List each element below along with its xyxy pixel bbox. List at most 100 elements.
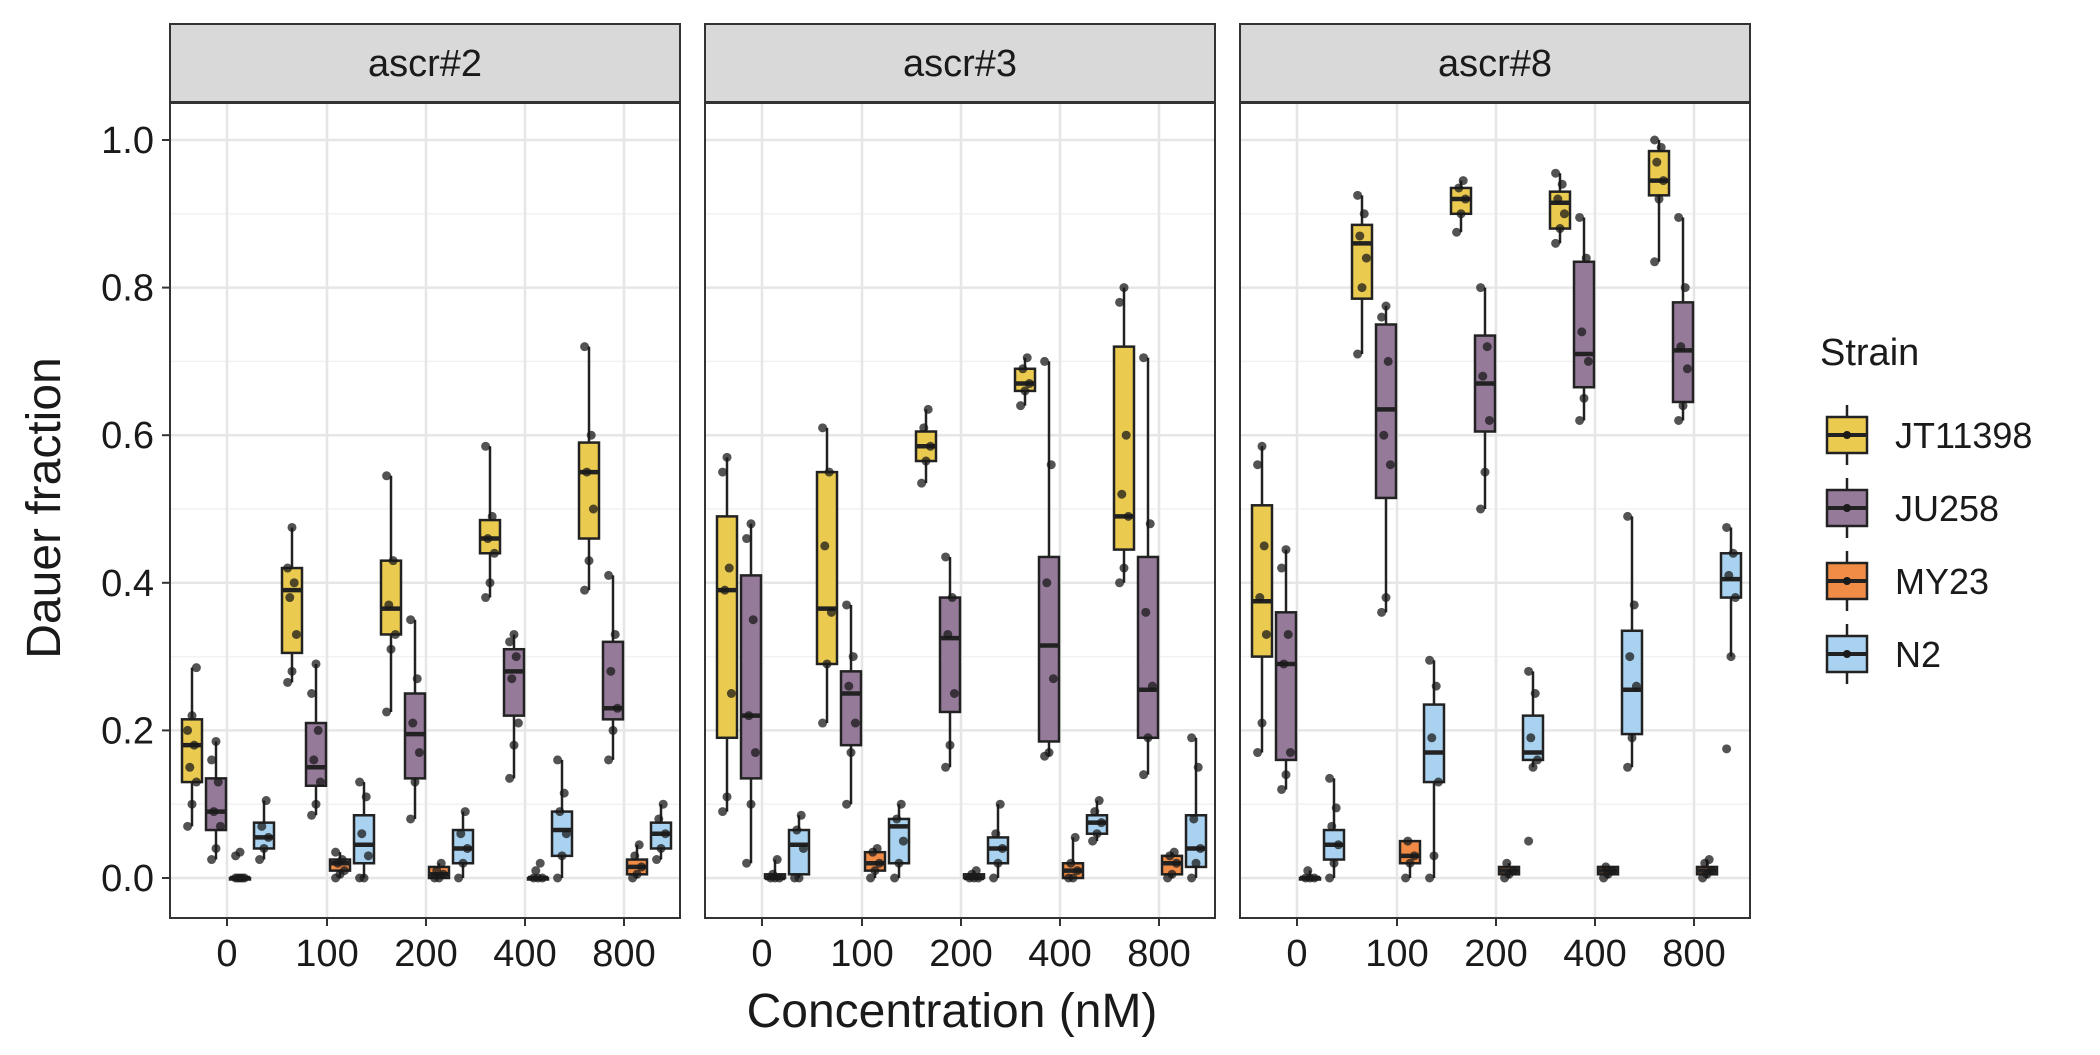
data-point bbox=[1427, 733, 1437, 743]
box-my23 bbox=[1497, 858, 1521, 883]
box-n2 bbox=[649, 799, 673, 865]
data-point bbox=[1482, 342, 1492, 352]
data-point bbox=[744, 711, 754, 721]
data-point bbox=[818, 718, 828, 728]
data-point bbox=[363, 851, 373, 861]
data-point bbox=[1381, 593, 1391, 603]
box-my23 bbox=[1695, 855, 1719, 883]
box-ju258 bbox=[1572, 212, 1596, 425]
data-point bbox=[1088, 836, 1098, 846]
data-point bbox=[1261, 629, 1271, 639]
data-point bbox=[1187, 733, 1197, 743]
data-point bbox=[586, 430, 596, 440]
data-point bbox=[632, 869, 642, 879]
data-point bbox=[1652, 157, 1662, 167]
data-point bbox=[553, 873, 563, 883]
box-jt11398 bbox=[280, 522, 304, 687]
data-point bbox=[1581, 253, 1591, 263]
x-tick-label: 800 bbox=[1127, 933, 1190, 975]
box-jt11398 bbox=[1548, 168, 1572, 248]
facet-strip-label: ascr#3 bbox=[903, 43, 1017, 85]
box-ju258 bbox=[1374, 301, 1398, 617]
x-tick-label: 200 bbox=[1464, 933, 1527, 975]
data-point bbox=[1359, 209, 1369, 219]
data-point bbox=[1557, 179, 1567, 189]
y-tick-label: 0.0 bbox=[101, 858, 154, 900]
data-point bbox=[1377, 607, 1387, 617]
data-point bbox=[1327, 821, 1337, 831]
data-point bbox=[1551, 238, 1561, 248]
box-body bbox=[379, 559, 403, 636]
data-point bbox=[1524, 836, 1534, 846]
data-point bbox=[947, 593, 957, 603]
box-ju258 bbox=[1473, 283, 1497, 514]
data-point bbox=[654, 814, 664, 824]
data-point bbox=[844, 681, 854, 691]
data-point bbox=[412, 674, 422, 684]
data-point bbox=[850, 718, 860, 728]
data-point bbox=[1281, 770, 1291, 780]
data-point bbox=[1115, 297, 1125, 307]
data-point bbox=[1478, 371, 1488, 381]
box-ju258 bbox=[1274, 545, 1298, 794]
data-point bbox=[483, 534, 493, 544]
box-n2 bbox=[550, 755, 574, 883]
data-point bbox=[1040, 356, 1050, 366]
data-point bbox=[842, 799, 852, 809]
data-point bbox=[1020, 386, 1030, 396]
data-point bbox=[768, 869, 778, 879]
data-point bbox=[1119, 283, 1129, 293]
data-point bbox=[750, 748, 760, 758]
data-point bbox=[436, 858, 446, 868]
data-point bbox=[588, 504, 598, 514]
data-point bbox=[1147, 681, 1157, 691]
data-point bbox=[1072, 866, 1082, 876]
data-point bbox=[1167, 869, 1177, 879]
data-point bbox=[235, 847, 245, 857]
legend-key-n2 bbox=[1825, 624, 1869, 684]
box-body bbox=[1647, 149, 1671, 197]
data-point bbox=[604, 755, 614, 765]
data-point bbox=[410, 777, 420, 787]
data-point bbox=[557, 851, 567, 861]
data-point bbox=[1070, 832, 1080, 842]
data-point bbox=[263, 832, 273, 842]
data-point bbox=[798, 843, 808, 853]
legend-label: N2 bbox=[1895, 634, 1941, 675]
data-point bbox=[331, 847, 341, 857]
box-jt11398 bbox=[815, 423, 839, 728]
data-point bbox=[921, 456, 931, 466]
data-point bbox=[559, 788, 569, 798]
data-point bbox=[535, 858, 545, 868]
data-point bbox=[257, 821, 267, 831]
data-point bbox=[414, 748, 424, 758]
box-jt11398 bbox=[1013, 353, 1037, 411]
data-point bbox=[1024, 379, 1034, 389]
x-tick-label: 800 bbox=[1662, 933, 1725, 975]
box-n2 bbox=[1719, 522, 1743, 754]
box-my23 bbox=[863, 843, 887, 883]
data-point bbox=[209, 807, 219, 817]
x-tick-label: 100 bbox=[295, 933, 358, 975]
data-point bbox=[460, 807, 470, 817]
data-point bbox=[1018, 364, 1028, 374]
data-point bbox=[612, 703, 622, 713]
box-body bbox=[1620, 629, 1644, 736]
data-point bbox=[1357, 283, 1367, 293]
data-point bbox=[261, 796, 271, 806]
box-n2 bbox=[451, 807, 475, 883]
data-point bbox=[1325, 773, 1335, 783]
box-jt11398 bbox=[1647, 135, 1671, 267]
data-point bbox=[1068, 873, 1078, 883]
data-point bbox=[870, 866, 880, 876]
box-jt11398 bbox=[715, 452, 739, 817]
data-point bbox=[742, 534, 752, 544]
data-point bbox=[1169, 847, 1179, 857]
data-point bbox=[357, 829, 367, 839]
data-point bbox=[774, 873, 784, 883]
data-point bbox=[1730, 593, 1740, 603]
data-point bbox=[1401, 873, 1411, 883]
data-point bbox=[1623, 511, 1633, 521]
facet-strip-label: ascr#2 bbox=[368, 43, 482, 85]
data-point bbox=[1066, 858, 1076, 868]
